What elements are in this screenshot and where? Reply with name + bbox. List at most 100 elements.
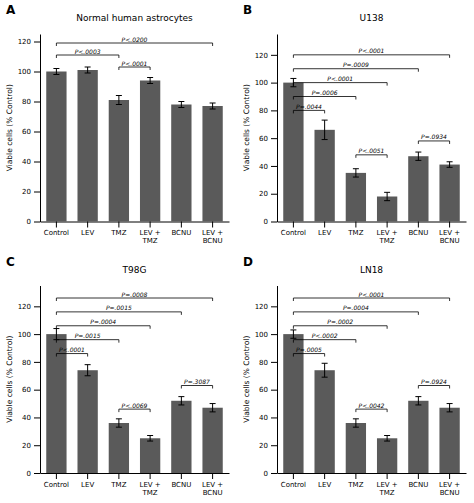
bar <box>109 423 129 473</box>
tick-mark <box>34 42 40 43</box>
tick-mark <box>34 445 40 446</box>
error-bar <box>353 169 359 177</box>
bracket <box>293 298 449 301</box>
panel: ControlLEVTMZLEV +TMZBCNULEV +BCNU020406… <box>5 255 230 497</box>
tick: TMZ <box>110 222 126 238</box>
axis-line <box>40 286 41 474</box>
plot: ControlLEVTMZLEV +TMZBCNULEV +BCNU020406… <box>5 3 230 245</box>
tick-label: 40 <box>259 163 268 171</box>
bracket <box>56 298 212 301</box>
tick-mark <box>34 132 40 133</box>
tick-label: 120 <box>18 303 31 311</box>
x-axis: ControlLEVTMZLEV +TMZBCNULEV +BCNU <box>278 473 467 497</box>
error-bar <box>384 436 390 442</box>
tick-label-line: BCNU <box>408 229 428 237</box>
tick: BCNU <box>408 222 428 238</box>
tick-label-line: Control <box>44 481 69 489</box>
tick-mark <box>271 166 277 167</box>
tick: BCNU <box>408 473 428 489</box>
tick-label: 100 <box>255 331 268 339</box>
tick-mark <box>34 222 40 223</box>
tick-label-line: TMZ <box>379 489 395 497</box>
bracket <box>56 312 181 315</box>
tick-label: 20 <box>259 190 268 198</box>
y-axis-title: Viable cells (% Control) <box>242 336 251 423</box>
tick: LEV <box>318 222 331 238</box>
bar <box>202 106 222 222</box>
tick-label-line: LEV <box>81 481 94 489</box>
tick-label: 100 <box>255 79 268 87</box>
tick-label-line: TMZ <box>110 229 126 237</box>
tick-mark <box>449 222 450 228</box>
significance-brackets: P=.0005P<.0002P=.0002P=.0004P<.0001P<.00… <box>293 291 449 413</box>
tick-mark <box>212 222 213 228</box>
bracket <box>56 354 87 357</box>
tick-mark <box>271 334 277 335</box>
bracket-label: P<.0001 <box>359 291 385 298</box>
y-axis: 020406080100120 <box>18 35 41 227</box>
tick: 60 <box>22 128 40 136</box>
tick-label: 0 <box>27 470 31 478</box>
y-axis-title: Viable cells (% Control) <box>5 336 14 423</box>
tick-label: TMZ <box>347 229 363 237</box>
tick: LEV +BCNU <box>439 473 460 497</box>
bar <box>140 438 160 473</box>
tick: LEV +TMZ <box>377 222 398 246</box>
tick: 40 <box>259 163 277 171</box>
tick-label: LEV +BCNU <box>439 229 460 245</box>
bracket <box>293 83 387 86</box>
tick-label: 60 <box>259 135 268 143</box>
tick-label: LEV +TMZ <box>140 229 161 245</box>
tick-mark <box>271 194 277 195</box>
error-bar <box>322 120 328 139</box>
bar <box>314 370 334 473</box>
tick-mark <box>387 473 388 479</box>
error-bar <box>53 329 59 340</box>
tick: 120 <box>18 303 40 311</box>
bracket-label: P<.0051 <box>359 147 385 154</box>
tick-label-line: BCNU <box>440 489 460 497</box>
tick-label: LEV +BCNU <box>202 229 223 245</box>
bar <box>171 401 191 473</box>
tick: Control <box>281 473 306 489</box>
error-bar <box>322 363 328 377</box>
tick-label: 20 <box>259 442 268 450</box>
bracket-label: P=.0004 <box>343 304 369 311</box>
tick-label: 0 <box>264 470 268 478</box>
tick-label: BCNU <box>171 229 191 237</box>
tick: 60 <box>259 135 277 143</box>
tick-label: BCNU <box>171 481 191 489</box>
tick-label-line: LEV <box>318 229 331 237</box>
tick-label: TMZ <box>110 229 126 237</box>
tick-mark <box>271 83 277 84</box>
error-bar <box>178 397 184 405</box>
y-axis: 020406080100120 <box>255 35 278 227</box>
tick-label-line: Control <box>281 229 306 237</box>
bar <box>346 173 366 222</box>
tick-label: 120 <box>255 303 268 311</box>
tick-mark <box>271 417 277 418</box>
bar <box>109 100 129 222</box>
tick-label: 20 <box>22 188 31 196</box>
tick-label: 60 <box>22 386 31 394</box>
tick: 80 <box>22 98 40 106</box>
y-axis-title: Viable cells (% Control) <box>5 84 14 171</box>
bracket <box>293 312 418 315</box>
tick-label-line: BCNU <box>171 481 191 489</box>
bar <box>46 72 66 222</box>
tick-mark <box>293 473 294 479</box>
tick-mark <box>34 417 40 418</box>
tick-label-line: TMZ <box>110 481 126 489</box>
tick-mark <box>271 362 277 363</box>
bracket-label: P<.0001 <box>327 75 353 82</box>
marks <box>46 67 223 222</box>
axis-line <box>41 222 230 223</box>
bar <box>314 130 334 222</box>
bracket-label: P<.0200 <box>122 36 148 43</box>
bracket <box>356 155 387 158</box>
axis-line <box>40 35 41 223</box>
tick-mark <box>449 473 450 479</box>
marks <box>283 330 460 473</box>
tick-mark <box>324 473 325 479</box>
tick-mark <box>212 473 213 479</box>
